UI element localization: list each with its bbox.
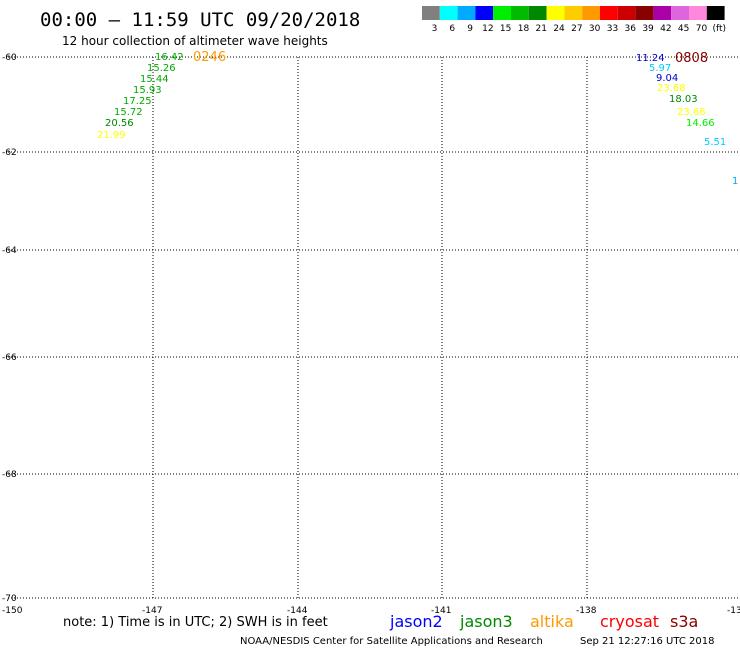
- satellite-name: altika: [530, 612, 574, 631]
- credit-line: NOAA/NESDIS Center for Satellite Applica…: [240, 636, 543, 647]
- latitude-tick-label: -60: [2, 53, 17, 63]
- longitude-tick-label: -138: [576, 606, 597, 616]
- legend-label: 39: [642, 24, 654, 34]
- latitude-tick-label: -68: [2, 470, 17, 480]
- wave-height-value: 11.24: [636, 53, 665, 64]
- legend-swatch: [635, 6, 654, 20]
- legend-label: 24: [553, 24, 565, 34]
- wave-height-value: 1: [732, 176, 738, 187]
- legend-swatch: [475, 6, 494, 20]
- pass-time-label: 0246: [193, 50, 226, 65]
- satellite-name: jason2: [389, 612, 443, 631]
- latitude-tick-labels: -60 -62 -64 -66 -68 -70: [2, 53, 17, 604]
- legend-swatch: [457, 6, 476, 20]
- legend-label: 3: [432, 24, 438, 34]
- longitude-tick-labels: -150 -147 -144 -141 -138 -13: [2, 606, 740, 616]
- wave-height-value: 15.26: [147, 63, 176, 74]
- legend-swatch: [600, 6, 618, 20]
- legend-label: (ft): [712, 24, 726, 34]
- legend-label: 21: [536, 24, 547, 34]
- satellite-name: jason3: [459, 612, 513, 631]
- legend-swatch: [617, 6, 636, 20]
- lat-lon-grid: [8, 56, 740, 599]
- latitude-tick-label: -66: [2, 353, 17, 363]
- wave-height-value: 14.66: [686, 118, 715, 129]
- legend-swatch: [653, 6, 672, 20]
- map-title: 00:00 – 11:59 UTC 09/20/2018: [40, 9, 360, 31]
- satellite-legend: jason2 jason3 altika cryosat s3a: [389, 612, 698, 631]
- legend-swatch: [671, 6, 689, 20]
- wave-height-value: 20.56: [105, 118, 134, 129]
- legend-swatch: [546, 6, 565, 20]
- wave-height-value: 9.04: [656, 73, 678, 84]
- longitude-tick-label: -13: [727, 606, 740, 616]
- legend-swatch: [422, 6, 440, 20]
- legend-swatch: [528, 6, 547, 20]
- wave-height-value: 18.03: [669, 94, 698, 105]
- legend-swatch: [689, 6, 707, 20]
- legend-label: 18: [518, 24, 530, 34]
- longitude-tick-label: -141: [431, 606, 451, 616]
- latitude-tick-label: -62: [2, 148, 17, 158]
- legend-label: 27: [571, 24, 582, 34]
- wave-height-value: 23.68: [657, 83, 686, 94]
- wave-height-value: 17.25: [123, 96, 152, 107]
- legend-label: 30: [589, 24, 601, 34]
- wave-height-value: 15.44: [140, 74, 169, 85]
- wave-height-value: 21.99: [97, 130, 126, 141]
- satellite-name: cryosat: [600, 612, 659, 631]
- wave-height-legend: 3 6 9 12 15 18 21 24 27 30 33 36 39 42 45 70 (ft): [422, 6, 726, 34]
- legend-label: 45: [678, 24, 689, 34]
- legend-label: 9: [467, 24, 473, 34]
- legend-swatch: [439, 6, 458, 20]
- pass-time-label: 0808: [675, 51, 708, 66]
- wave-height-value: 5.51: [704, 137, 726, 148]
- wave-height-value: 16.42: [155, 52, 184, 63]
- legend-swatch: [706, 6, 725, 20]
- longitude-tick-label: -144: [287, 606, 308, 616]
- legend-swatch: [564, 6, 583, 20]
- legend-label: 42: [660, 24, 671, 34]
- latitude-tick-label: -64: [2, 246, 17, 256]
- satellite-name: s3a: [670, 612, 698, 631]
- longitude-tick-label: -150: [2, 606, 23, 616]
- altimeter-pass: 0246 16.4215.2615.4415.9317.2515.7220.562…: [97, 50, 226, 141]
- legend-label: 12: [482, 24, 493, 34]
- legend-swatch: [511, 6, 529, 20]
- legend-label: 15: [500, 24, 511, 34]
- latitude-tick-label: -70: [2, 594, 17, 604]
- wave-height-value: 5.97: [649, 63, 671, 74]
- legend-swatch: [493, 6, 511, 20]
- legend-label: 33: [607, 24, 618, 34]
- legend-label: 36: [625, 24, 637, 34]
- wave-height-value: 15.93: [133, 85, 162, 96]
- legend-swatch: [582, 6, 600, 20]
- wave-height-value: 15.72: [114, 107, 143, 118]
- generation-timestamp: Sep 21 12:27:16 UTC 2018: [580, 636, 714, 647]
- legend-label: 6: [449, 24, 455, 34]
- altimeter-passes: 024616.4215.2615.4415.9317.2515.7220.562…: [97, 50, 738, 187]
- wave-height-value: 23.66: [677, 107, 706, 118]
- footnote: note: 1) Time is in UTC; 2) SWH is in fe…: [63, 615, 328, 630]
- map-subtitle: 12 hour collection of altimeter wave hei…: [62, 34, 328, 48]
- legend-label: 70: [696, 24, 708, 34]
- longitude-tick-label: -147: [142, 606, 162, 616]
